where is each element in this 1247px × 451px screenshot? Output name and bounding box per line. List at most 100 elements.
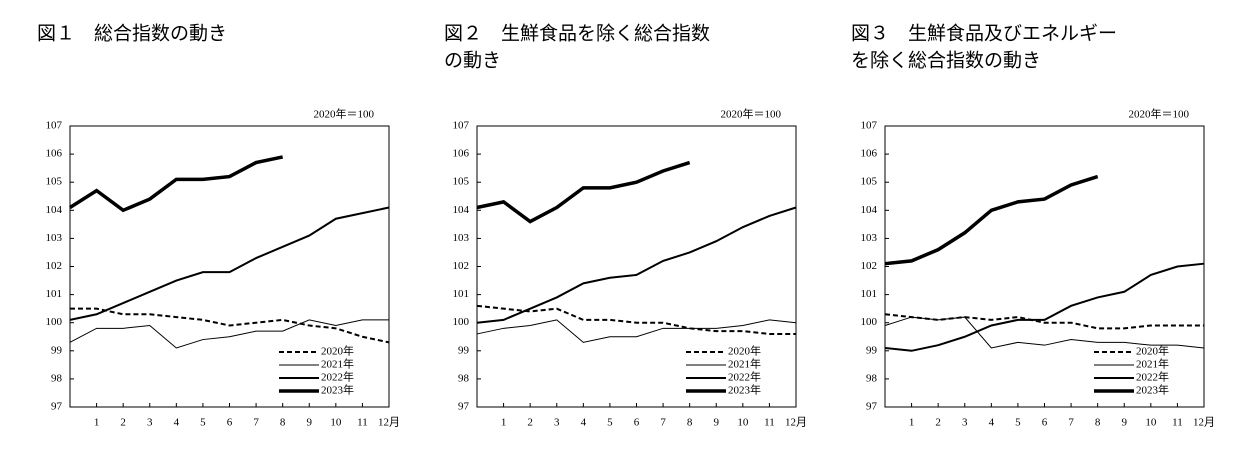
series-line <box>884 313 1204 330</box>
legend-label: 2020年 <box>321 344 354 358</box>
chart-title: を除く総合指数の動き <box>851 49 1041 71</box>
y-tick-label: 101 <box>861 288 878 300</box>
unit-note: 2020年＝100 <box>721 107 782 121</box>
x-tick-label: 3 <box>962 417 968 429</box>
x-tick-label: 10 <box>330 417 342 429</box>
y-tick-label: 103 <box>861 232 878 244</box>
series-line <box>476 160 691 224</box>
legend-label: 2021年 <box>728 357 761 371</box>
y-tick-label: 97 <box>866 401 878 413</box>
x-tick-label: 6 <box>634 417 640 429</box>
unit-note: 2020年＝100 <box>314 107 375 121</box>
x-tick-label: 4 <box>581 417 587 429</box>
legend-label: 2022年 <box>321 370 354 384</box>
x-tick-label: 9 <box>1122 417 1128 429</box>
y-tick-label: 104 <box>861 204 878 216</box>
series-line <box>476 319 797 343</box>
x-tick-label: 9 <box>714 417 720 429</box>
y-tick-label: 107 <box>46 120 63 132</box>
series-line <box>476 304 796 335</box>
chart-title: 図３ 生鮮食品及びエネルギー <box>851 22 1117 44</box>
y-tick-label: 103 <box>453 232 470 244</box>
x-tick-label: 8 <box>687 417 693 429</box>
series-line <box>476 206 797 324</box>
legend-label: 2022年 <box>1136 370 1169 384</box>
x-tick-label: 8 <box>1095 417 1101 429</box>
y-tick-label: 105 <box>861 176 878 188</box>
legend-label: 2020年 <box>728 344 761 358</box>
y-tick-label: 105 <box>453 176 470 188</box>
x-tick-label: 12月 <box>1193 417 1215 429</box>
y-tick-label: 99 <box>458 344 470 356</box>
y-tick-label: 106 <box>453 148 470 160</box>
x-tick-label: 7 <box>1068 417 1074 429</box>
legend-label: 2023年 <box>728 383 761 397</box>
series-line <box>884 174 1099 266</box>
x-tick-label: 7 <box>253 417 259 429</box>
legend-label: 2020年 <box>1136 344 1169 358</box>
x-tick-label: 6 <box>1042 417 1048 429</box>
x-tick-label: 2 <box>935 417 941 429</box>
y-tick-label: 99 <box>866 344 878 356</box>
x-tick-label: 8 <box>280 417 286 429</box>
y-tick-label: 103 <box>46 232 63 244</box>
y-tick-label: 106 <box>46 148 63 160</box>
x-tick-label: 4 <box>174 417 180 429</box>
y-tick-label: 107 <box>861 120 878 132</box>
y-tick-label: 97 <box>458 401 470 413</box>
series-line <box>69 155 284 213</box>
x-tick-label: 3 <box>554 417 560 429</box>
x-tick-label: 10 <box>1145 417 1157 429</box>
x-tick-label: 9 <box>307 417 313 429</box>
series-line <box>884 316 1205 349</box>
x-tick-label: 1 <box>94 417 100 429</box>
y-tick-label: 100 <box>453 316 470 328</box>
series-line <box>69 319 389 349</box>
x-tick-label: 4 <box>989 417 995 429</box>
x-tick-label: 7 <box>660 417 666 429</box>
x-tick-label: 2 <box>527 417 533 429</box>
y-tick-label: 104 <box>453 204 470 216</box>
legend-label: 2023年 <box>321 383 354 397</box>
chart-title: 図１ 総合指数の動き <box>37 22 227 44</box>
x-tick-label: 3 <box>147 417 153 429</box>
y-tick-label: 102 <box>453 260 470 272</box>
x-tick-label: 11 <box>357 417 368 429</box>
x-tick-label: 5 <box>607 417 613 429</box>
chart-title: の動き <box>444 49 501 71</box>
unit-note: 2020年＝100 <box>1129 107 1190 121</box>
legend-label: 2022年 <box>728 370 761 384</box>
x-tick-label: 1 <box>501 417 507 429</box>
y-tick-label: 101 <box>453 288 470 300</box>
y-tick-label: 102 <box>861 260 878 272</box>
x-tick-label: 2 <box>120 417 126 429</box>
y-tick-label: 105 <box>46 176 63 188</box>
series-line <box>884 262 1205 352</box>
y-tick-label: 98 <box>458 372 470 384</box>
x-tick-label: 11 <box>1172 417 1183 429</box>
x-tick-label: 12月 <box>785 417 807 429</box>
series-line <box>69 206 390 321</box>
y-tick-label: 101 <box>46 288 63 300</box>
x-tick-label: 6 <box>227 417 233 429</box>
x-tick-label: 5 <box>200 417 206 429</box>
y-tick-label: 102 <box>46 260 63 272</box>
series-line <box>70 307 390 344</box>
x-tick-label: 12月 <box>378 417 400 429</box>
x-tick-label: 1 <box>909 417 915 429</box>
x-tick-label: 10 <box>737 417 749 429</box>
y-tick-label: 98 <box>866 372 878 384</box>
chart-title: 図２ 生鮮食品を除く総合指数 <box>444 22 710 44</box>
x-tick-label: 11 <box>764 417 775 429</box>
y-tick-label: 100 <box>46 316 63 328</box>
y-tick-label: 100 <box>861 316 878 328</box>
y-tick-label: 107 <box>453 120 470 132</box>
legend-label: 2023年 <box>1136 383 1169 397</box>
legend-label: 2021年 <box>321 357 354 371</box>
y-tick-label: 106 <box>861 148 878 160</box>
legend-label: 2021年 <box>1136 357 1169 371</box>
y-tick-label: 97 <box>51 401 63 413</box>
x-tick-label: 5 <box>1015 417 1021 429</box>
y-tick-label: 98 <box>51 372 63 384</box>
